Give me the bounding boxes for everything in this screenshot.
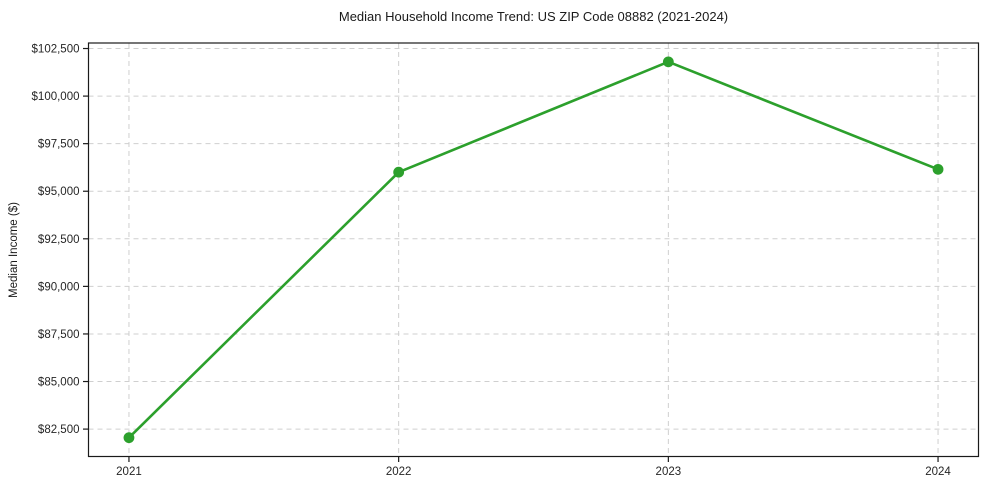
y-tick-label: $90,000	[38, 281, 80, 293]
chart-title: Median Household Income Trend: US ZIP Co…	[338, 9, 729, 24]
y-tick-label: $95,000	[38, 186, 80, 198]
plot-border	[87, 42, 980, 458]
y-tick-label: $92,500	[38, 234, 80, 246]
x-tick-label: 2021	[116, 466, 142, 478]
data-point	[123, 432, 135, 444]
income-trend-line	[127, 60, 940, 439]
y-tick-label: $82,500	[38, 424, 80, 436]
y-tick-label: $102,500	[32, 44, 80, 56]
x-tick-label: 2023	[656, 466, 682, 478]
data-point	[662, 56, 674, 68]
x-tick-label: 2022	[386, 466, 412, 478]
data-point	[393, 166, 405, 178]
y-tick-label: $87,500	[38, 329, 80, 341]
y-tick-label: $97,500	[38, 139, 80, 151]
data-point	[932, 163, 944, 175]
y-tick-label: $100,000	[32, 91, 80, 103]
x-tick-label: 2024	[925, 466, 951, 478]
y-tick-label: $85,000	[38, 377, 80, 389]
